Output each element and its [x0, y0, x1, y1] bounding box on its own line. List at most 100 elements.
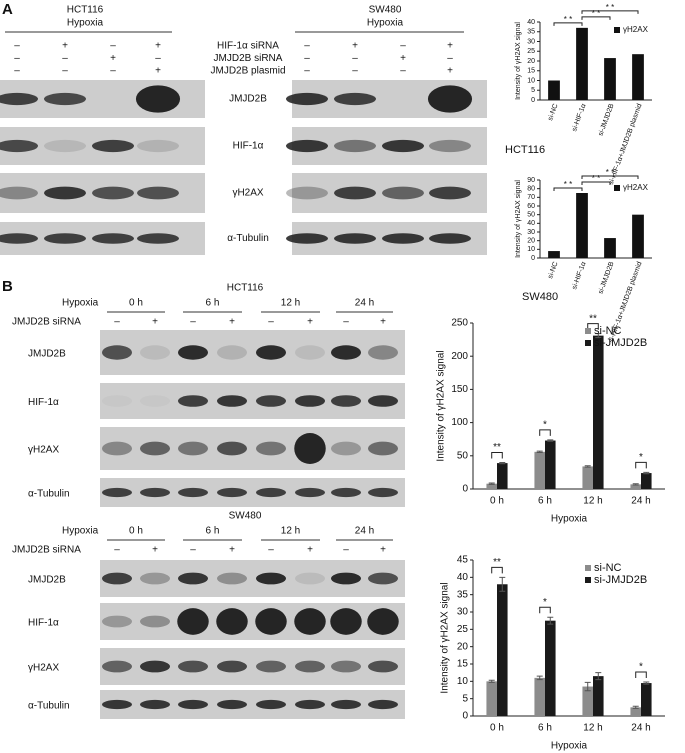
- significance-label: * *: [606, 168, 614, 177]
- significance-bracket: [539, 429, 551, 436]
- blot-band: [102, 395, 132, 407]
- error-bar: [595, 333, 602, 339]
- treatment-name: JMJD2B plasmid: [210, 66, 285, 77]
- significance-label: *: [543, 597, 547, 608]
- protein-label: α-Tubulin: [28, 701, 70, 712]
- significance-bracket: [581, 181, 611, 185]
- blot-band: [294, 608, 326, 635]
- treatment-mark: +: [400, 53, 406, 64]
- bar: [486, 483, 497, 489]
- error-bar: [547, 439, 554, 442]
- treatment-mark: +: [307, 317, 313, 328]
- y-tick-label: 20: [457, 641, 469, 652]
- significance-bracket: [491, 566, 503, 574]
- blot-band: [217, 699, 247, 710]
- blot-band: [137, 233, 179, 244]
- blot-band: [286, 233, 328, 244]
- treatment-mark: +: [229, 545, 235, 556]
- treatment-mark: –: [14, 66, 20, 77]
- blot-band: [140, 441, 170, 456]
- blot-band: [102, 345, 132, 360]
- blot-band: [177, 608, 209, 635]
- bar: [497, 584, 508, 716]
- condition: Hypoxia: [367, 18, 404, 29]
- blot-band: [178, 395, 208, 407]
- y-tick-label: 40: [457, 572, 469, 583]
- error-bar: [643, 681, 650, 685]
- panel-label: A: [2, 1, 13, 18]
- blot-band: [217, 345, 247, 360]
- blot-band: [140, 660, 170, 673]
- blot-band: [256, 395, 286, 407]
- legend-swatch: [614, 185, 620, 191]
- blot-band: [217, 660, 247, 673]
- protein-label: JMJD2B: [229, 94, 267, 105]
- error-bar: [584, 465, 591, 468]
- blot-band: [178, 699, 208, 710]
- y-tick-label: 30: [527, 38, 535, 45]
- error-bar: [488, 679, 495, 683]
- x-tick-label: 12 h: [583, 496, 602, 507]
- y-tick-label: 25: [527, 48, 535, 55]
- y-tick-label: 0: [462, 711, 468, 722]
- protein-label: HIF-1α: [233, 141, 264, 152]
- significance-bracket: [491, 451, 503, 459]
- legend-swatch: [585, 565, 591, 571]
- protein-label: α-Tubulin: [28, 489, 70, 500]
- blot-band: [429, 233, 471, 244]
- treatment-name: JMJD2B siRNA: [12, 545, 81, 556]
- blot-band: [256, 441, 286, 456]
- bar: [593, 676, 604, 716]
- blot-band: [102, 441, 132, 456]
- y-tick-label: 60: [527, 203, 535, 210]
- treatment-mark: –: [268, 317, 274, 328]
- x-tick-label: 0 h: [490, 496, 504, 507]
- treatment-mark: +: [110, 53, 116, 64]
- bar: [534, 677, 545, 716]
- blot-band: [102, 572, 132, 585]
- bar: [630, 707, 641, 716]
- bar: [632, 214, 644, 258]
- blot-band: [178, 441, 208, 456]
- blot-band: [256, 487, 286, 498]
- blot-band: [102, 660, 132, 673]
- significance-label: *: [639, 662, 643, 673]
- treatment-mark: +: [307, 545, 313, 556]
- error-bar: [547, 616, 554, 625]
- bar: [576, 27, 588, 101]
- chart-title: HCT116: [505, 144, 545, 156]
- treatment-name: JMJD2B siRNA: [214, 53, 283, 64]
- y-tick-label: 10: [457, 676, 469, 687]
- bar: [548, 251, 560, 258]
- significance-bracket: [553, 22, 583, 26]
- timepoint: 6 h: [206, 526, 220, 537]
- treatment-mark: +: [152, 545, 158, 556]
- significance-bracket: [587, 323, 599, 330]
- y-tick-label: 0: [531, 97, 535, 104]
- blot-band: [135, 85, 181, 113]
- blot-band: [330, 608, 362, 635]
- protein-label: γH2AX: [232, 188, 263, 199]
- blot-band: [331, 395, 361, 407]
- blot-band: [137, 186, 179, 200]
- legend-label: γH2AX: [623, 183, 649, 192]
- blot-band: [368, 487, 398, 498]
- error-bar: [536, 450, 543, 453]
- y-tick-label: 30: [457, 607, 469, 618]
- y-tick-label: 10: [527, 246, 535, 253]
- y-tick-label: 10: [527, 77, 535, 84]
- blot-band: [217, 487, 247, 498]
- error-bar: [632, 483, 639, 486]
- blot-band: [102, 615, 132, 628]
- blot-band: [295, 699, 325, 710]
- blot-band: [102, 699, 132, 710]
- legend-swatch: [585, 577, 591, 583]
- blot-band: [286, 186, 328, 200]
- blot-band: [217, 441, 247, 456]
- treatment-mark: +: [380, 545, 386, 556]
- blot-band: [429, 139, 471, 153]
- treatment-mark: –: [155, 53, 161, 64]
- y-tick-label: 200: [451, 351, 468, 362]
- protein-label: HIF-1α: [28, 397, 59, 408]
- treatment-mark: –: [62, 53, 68, 64]
